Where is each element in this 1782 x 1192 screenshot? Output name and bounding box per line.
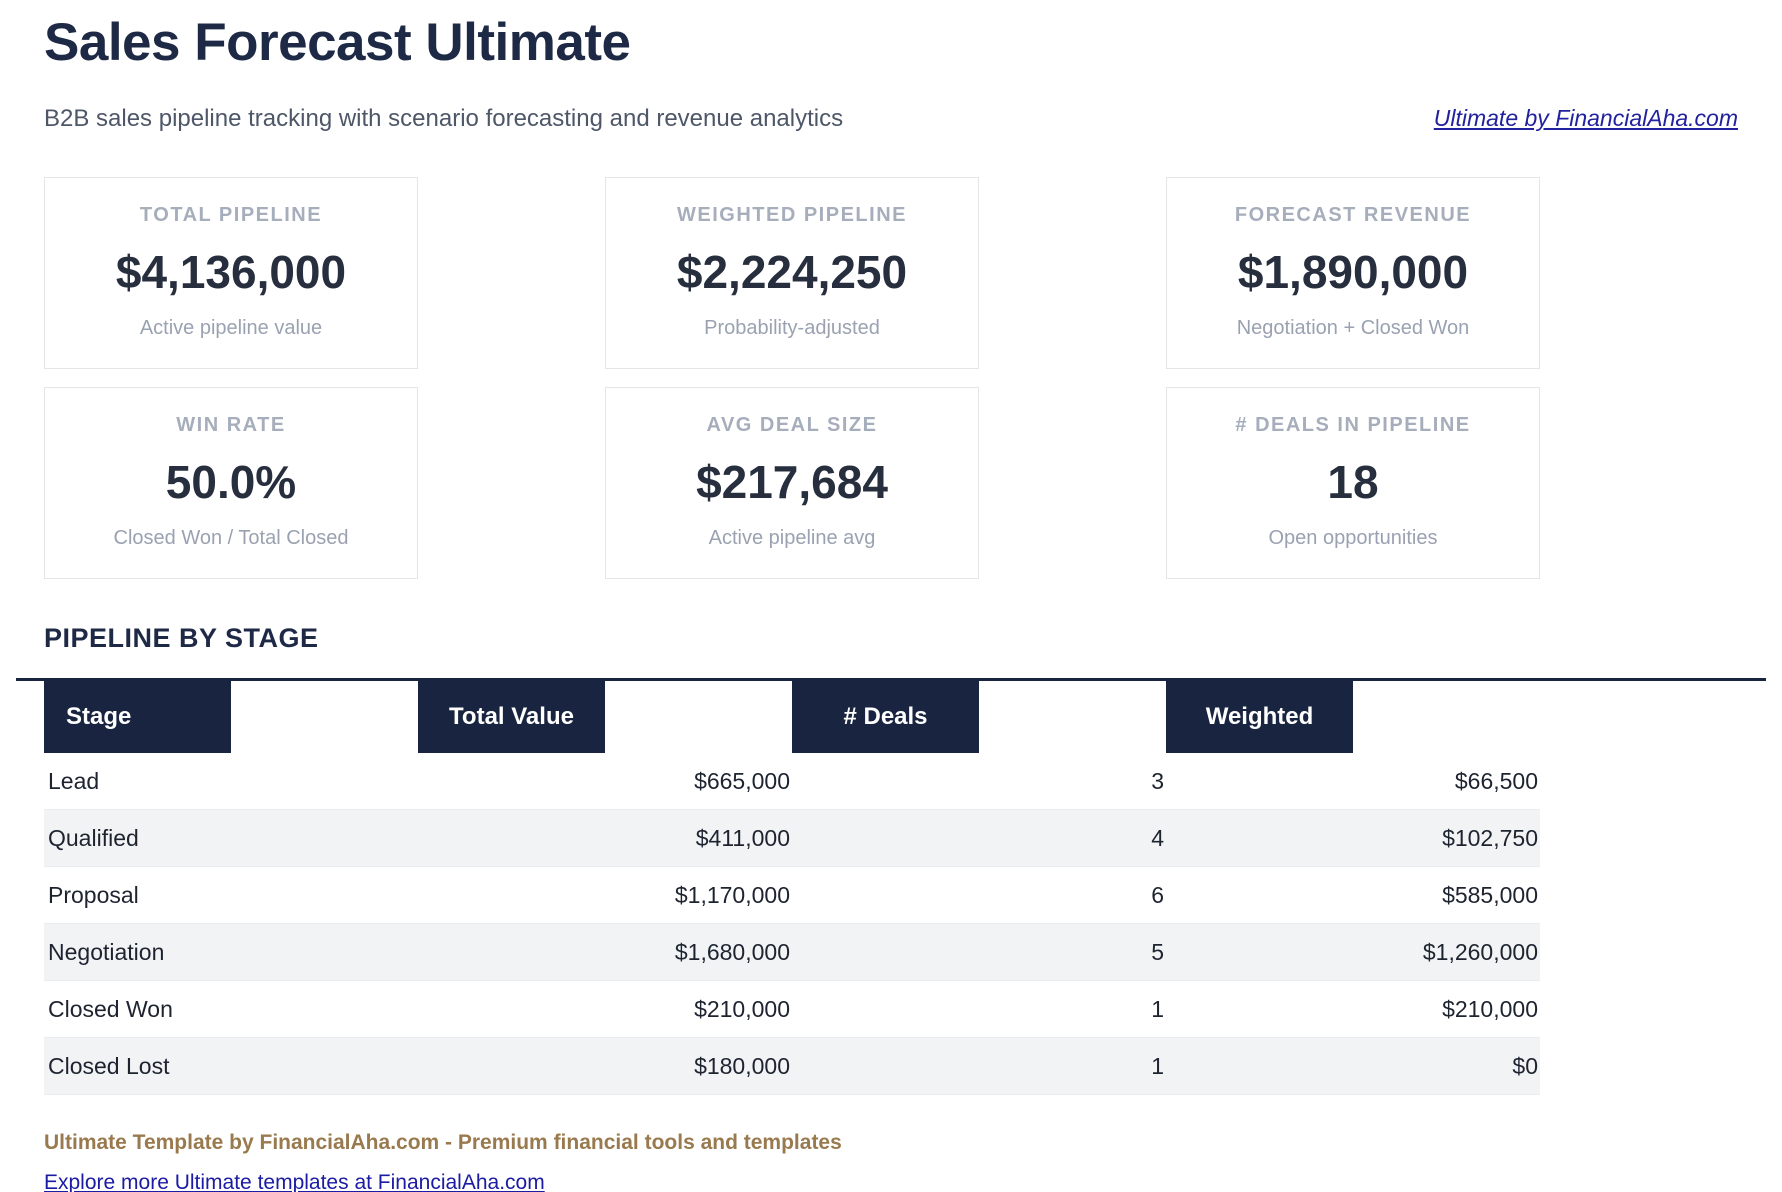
column-header-total-value: Total Value (418, 681, 792, 753)
kpi-card-total-pipeline: TOTAL PIPELINE $4,136,000 Active pipelin… (44, 177, 418, 369)
kpi-label: # DEALS IN PIPELINE (1235, 414, 1471, 436)
cell-total-value: $665,000 (694, 767, 790, 794)
column-header-deals: # Deals (792, 681, 1166, 753)
cell-weighted: $210,000 (1442, 995, 1538, 1022)
cell-weighted: $1,260,000 (1422, 938, 1538, 965)
kpi-value: $2,224,250 (676, 246, 908, 298)
cell-weighted: $585,000 (1442, 881, 1538, 908)
kpi-caption: Active pipeline value (139, 317, 323, 339)
column-header-stage: Stage (44, 681, 418, 753)
cell-stage: Closed Lost (48, 1052, 170, 1079)
cell-deals: 1 (1151, 995, 1164, 1022)
table-row-negotiation: Negotiation $1,680,000 5 $1,260,000 (44, 924, 1540, 981)
kpi-grid: TOTAL PIPELINE $4,136,000 Active pipelin… (44, 177, 1738, 579)
kpi-label: TOTAL PIPELINE (139, 204, 323, 226)
cell-total-value: $411,000 (695, 824, 790, 851)
cell-deals: 1 (1151, 1052, 1164, 1079)
footer-tagline: Ultimate Template by FinancialAha.com - … (44, 1131, 842, 1154)
kpi-value: $4,136,000 (115, 246, 347, 298)
cell-total-value: $180,000 (694, 1052, 790, 1079)
cell-stage: Proposal (48, 881, 139, 908)
cell-deals: 6 (1151, 881, 1164, 908)
kpi-label: WEIGHTED PIPELINE (677, 204, 907, 226)
kpi-card-avg-deal-size: AVG DEAL SIZE $217,684 Active pipeline a… (605, 387, 979, 579)
page-subtitle: B2B sales pipeline tracking with scenari… (44, 105, 844, 132)
cell-stage: Closed Won (48, 995, 173, 1022)
column-header-weighted: Weighted (1166, 681, 1540, 753)
cell-deals: 4 (1151, 824, 1164, 851)
kpi-caption: Closed Won / Total Closed (113, 527, 349, 549)
kpi-label: WIN RATE (176, 414, 286, 436)
table-row-closed-lost: Closed Lost $180,000 1 $0 (44, 1038, 1540, 1095)
cell-stage: Lead (48, 767, 100, 794)
cell-weighted: $102,750 (1442, 824, 1538, 851)
kpi-card-weighted-pipeline: WEIGHTED PIPELINE $2,224,250 Probability… (605, 177, 979, 369)
footer: Ultimate Template by FinancialAha.com - … (0, 1131, 1782, 1192)
explore-templates-link[interactable]: Explore more Ultimate templates at Finan… (44, 1171, 545, 1192)
page-title: Sales Forecast Ultimate (44, 13, 631, 72)
pipeline-stage-table: Stage Total Value # Deals Weighted Lead … (44, 681, 1540, 1095)
kpi-caption: Negotiation + Closed Won (1236, 317, 1470, 339)
column-header-label: Weighted (1166, 681, 1353, 753)
page: Sales Forecast Ultimate B2B sales pipeli… (0, 12, 1782, 654)
table-row-qualified: Qualified $411,000 4 $102,750 (44, 810, 1540, 867)
brand-link[interactable]: Ultimate by FinancialAha.com (1433, 105, 1738, 131)
cell-total-value: $210,000 (694, 995, 790, 1022)
section-title-pipeline-by-stage: PIPELINE BY STAGE (44, 623, 319, 653)
table-row-closed-won: Closed Won $210,000 1 $210,000 (44, 981, 1540, 1038)
cell-weighted: $66,500 (1454, 767, 1538, 794)
kpi-label: FORECAST REVENUE (1234, 204, 1472, 226)
cell-stage: Qualified (48, 824, 139, 851)
cell-deals: 5 (1151, 938, 1164, 965)
kpi-card-forecast-revenue: FORECAST REVENUE $1,890,000 Negotiation … (1166, 177, 1540, 369)
column-header-label: Stage (44, 681, 231, 753)
kpi-card-win-rate: WIN RATE 50.0% Closed Won / Total Closed (44, 387, 418, 579)
cell-deals: 3 (1151, 767, 1164, 794)
table-top-rule: Stage Total Value # Deals Weighted Lead … (16, 678, 1766, 1095)
table-row-proposal: Proposal $1,170,000 6 $585,000 (44, 867, 1540, 924)
kpi-card-deals-in-pipeline: # DEALS IN PIPELINE 18 Open opportunitie… (1166, 387, 1540, 579)
cell-weighted: $0 (1512, 1052, 1538, 1079)
kpi-value: $217,684 (696, 456, 888, 508)
table-header-row: Stage Total Value # Deals Weighted (44, 681, 1540, 753)
column-header-label: # Deals (792, 681, 979, 753)
kpi-value: 18 (1327, 456, 1379, 508)
cell-total-value: $1,170,000 (674, 881, 790, 908)
subtitle-row: B2B sales pipeline tracking with scenari… (44, 105, 1738, 133)
kpi-value: $1,890,000 (1237, 246, 1469, 298)
kpi-value: 50.0% (165, 456, 297, 508)
kpi-label: AVG DEAL SIZE (706, 414, 878, 436)
kpi-caption: Active pipeline avg (708, 527, 876, 549)
column-header-label: Total Value (418, 681, 605, 753)
table-row-lead: Lead $665,000 3 $66,500 (44, 753, 1540, 810)
cell-total-value: $1,680,000 (674, 938, 790, 965)
kpi-caption: Open opportunities (1268, 527, 1438, 549)
kpi-caption: Probability-adjusted (704, 317, 880, 339)
cell-stage: Negotiation (48, 938, 165, 965)
